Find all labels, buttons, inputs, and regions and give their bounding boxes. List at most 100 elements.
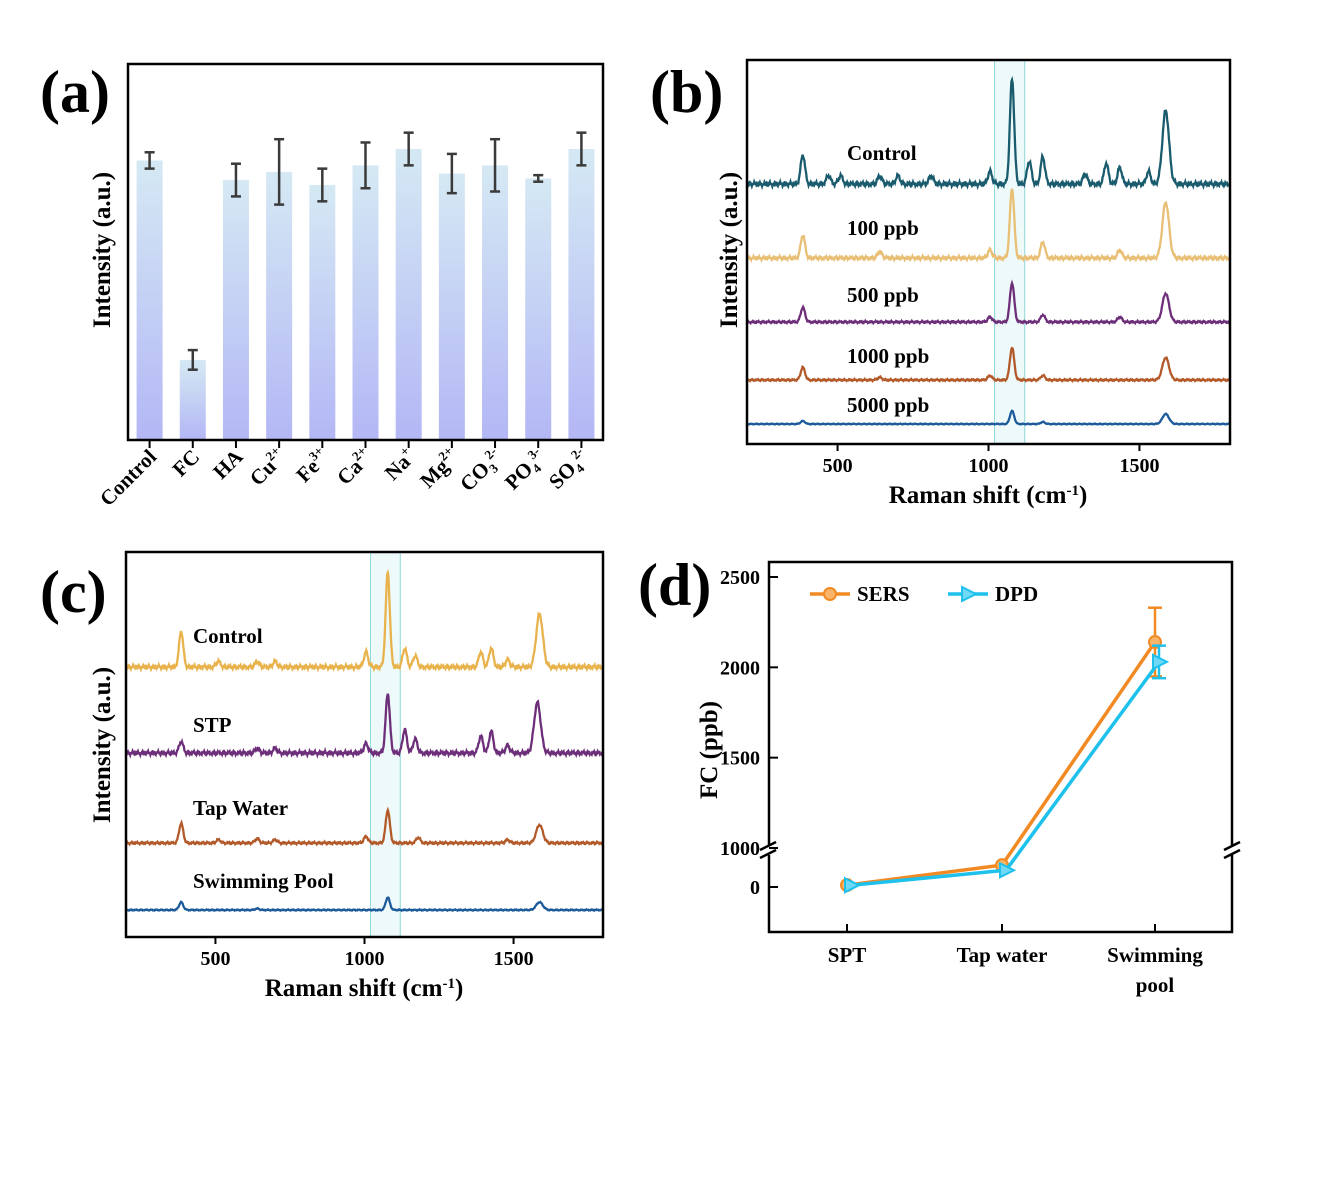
panel-a-bars [136, 131, 595, 448]
ytick-label-1: 1000 [720, 838, 760, 860]
spectrum-label-2: Tap Water [193, 796, 288, 820]
spectrum-0 [125, 568, 605, 673]
bar-9 [525, 178, 552, 440]
bar-6 [395, 149, 422, 440]
bar-4 [309, 184, 336, 440]
panel-c-spectra: Control STP Tap Water Swimming Pool [125, 568, 605, 913]
bar-2 [222, 180, 249, 440]
panel-b-label: (b) [650, 59, 723, 125]
spectrum-1 [125, 693, 604, 759]
category-label-10: SO42- [543, 444, 595, 496]
legend-marker-0 [823, 587, 837, 601]
panel-d-label: (d) [638, 552, 711, 618]
spectrum-label-0: Control [193, 624, 263, 648]
panel-c-xlabel: Raman shift (cm-1) [265, 975, 464, 1002]
category-main-0: Control [95, 444, 161, 510]
series-1-point-0 [844, 876, 862, 894]
category-sup-10: 2- [568, 444, 586, 462]
bar-3 [266, 171, 293, 441]
d-category-label-2-1: pool [1136, 973, 1175, 997]
legend-label-0: SERS [857, 582, 910, 606]
xtick-label-1: 1000 [969, 455, 1009, 477]
d-category-label-0-0: SPT [828, 943, 867, 967]
ytick-label-2: 1500 [720, 748, 760, 770]
spectrum-label-1: STP [193, 713, 232, 737]
spectrum-label-3: 1000 ppb [847, 344, 929, 368]
category-label-6: Na+ [378, 443, 420, 485]
xtick-label-0: 500 [823, 455, 853, 477]
spectrum-label-4: 5000 ppb [847, 393, 929, 417]
panel-b-xticks: 500 1000 1500 [823, 444, 1159, 477]
category-sup-8: 2- [481, 444, 499, 462]
spectrum-3 [125, 896, 604, 913]
bar-8 [482, 165, 509, 441]
category-label-0: Control [95, 444, 161, 510]
panel-d: (d) 0 1000 1500 2000 2500 SPT Tap water Swimmi… [638, 552, 1241, 997]
category-label-7: Mg2+ [414, 443, 464, 493]
spectrum-2 [125, 806, 604, 847]
ytick-label-0: 0 [750, 877, 760, 899]
panel-a-label: (a) [40, 59, 110, 125]
spectrum-4 [746, 409, 1231, 426]
bar-5 [352, 165, 379, 441]
highlight-band [369, 551, 401, 938]
panel-d-axis-break-right [1223, 840, 1241, 860]
ytick-label-3: 2000 [720, 657, 760, 679]
xtick-label-2: 1500 [494, 948, 534, 970]
panel-d-series [840, 606, 1170, 894]
panel-d-axis-break-left [759, 840, 778, 860]
spectrum-label-0: Control [847, 141, 917, 165]
spectrum-label-1: 100 ppb [847, 216, 919, 240]
category-label-5: Ca2+ [331, 443, 377, 489]
panel-c: (c) Control STP Tap Water Swimming Pool 500… [40, 550, 605, 1002]
xtick-label-1: 1000 [345, 948, 385, 970]
category-main-1: FC [168, 445, 205, 482]
category-label-3: Cu2+ [243, 443, 290, 490]
ytick-label-4: 2500 [720, 567, 760, 589]
panel-d-legend: SERS DPD [810, 582, 1038, 606]
spectrum-1 [746, 188, 1231, 264]
series-1-point-1 [999, 861, 1017, 879]
panel-d-frame [767, 560, 1234, 934]
series-1-point-2 [1152, 653, 1170, 671]
bar-10 [568, 149, 595, 440]
panel-a-frame [126, 62, 605, 442]
xtick-label-2: 1500 [1119, 455, 1159, 477]
category-sup-9: 3- [524, 444, 542, 462]
panel-d-yticks: 0 1000 1500 2000 2500 [720, 567, 778, 899]
spectrum-label-2: 500 ppb [847, 283, 919, 307]
panel-a-ylabel: Intensity (a.u.) [89, 172, 116, 328]
category-label-9: PO43- [499, 444, 552, 497]
spectrum-3 [746, 346, 1231, 384]
category-main-2: HA [208, 444, 248, 484]
category-label-2: HA [208, 444, 248, 484]
panel-b: (b) Control 100 ppb 500 ppb 1000 ppb 5000 pp… [650, 58, 1232, 509]
category-label-1: FC [168, 445, 205, 482]
d-category-label-2-0: Swimming [1107, 943, 1203, 967]
spectrum-2 [746, 279, 1231, 326]
category-label-8: CO32- [454, 444, 508, 498]
panel-d-ylabel: FC (ppb) [696, 701, 723, 799]
category-label-4: Fe3+ [290, 443, 334, 487]
panel-b-ylabel: Intensity (a.u.) [716, 172, 743, 328]
xtick-label-0: 500 [200, 948, 230, 970]
bar-1 [179, 359, 206, 440]
bar-0 [136, 160, 163, 440]
d-category-label-1-0: Tap water [957, 943, 1048, 967]
legend-label-1: DPD [995, 582, 1038, 606]
spectrum-0 [745, 75, 1232, 191]
panel-d-categories: SPT Tap water Swimming pool [828, 924, 1203, 997]
panel-c-label: (c) [40, 559, 107, 625]
panel-c-ylabel: Intensity (a.u.) [89, 667, 116, 823]
panel-b-spectra: Control 100 ppb 500 ppb 1000 ppb 5000 ppb [745, 75, 1232, 426]
panel-c-highlight [369, 551, 401, 938]
bar-7 [438, 173, 465, 440]
legend-marker-1 [961, 585, 979, 603]
series-line-1 [850, 660, 1161, 887]
spectrum-label-3: Swimming Pool [193, 869, 334, 893]
panel-c-xticks: 500 1000 1500 [200, 937, 534, 970]
series-line-0 [846, 641, 1157, 887]
